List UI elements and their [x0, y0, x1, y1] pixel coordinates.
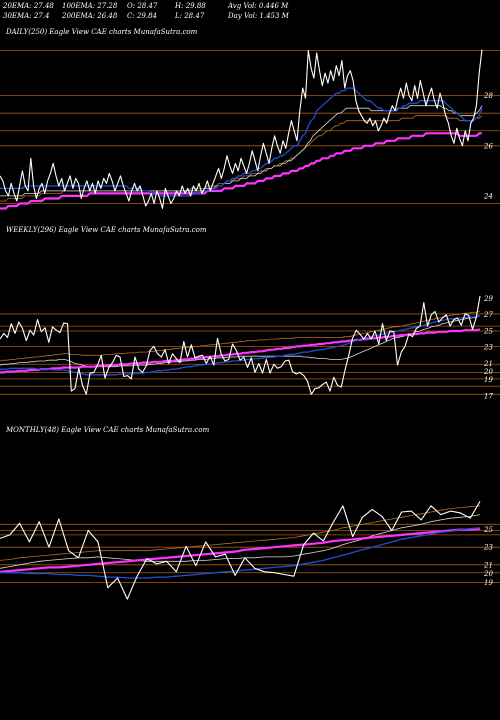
monthly-chart-panel: MONTHLY(48) Eagle View CAE charts Munafa… [0, 420, 500, 720]
weekly-ytick-label: 17 [484, 392, 493, 400]
stat-open: O: 28.47 [127, 2, 158, 10]
weekly-ytick-label: 19 [484, 376, 493, 384]
weekly-ema-magenta-line [0, 328, 481, 374]
daily-ytick-label: 26 [483, 142, 493, 150]
weekly-ytick-label: 20 [483, 368, 493, 376]
stat-day-vol: Day Vol: 1.453 M [228, 12, 289, 20]
daily-chart-title: DAILY(250) Eagle View CAE charts MunafaS… [6, 28, 198, 36]
stat-low: L: 28.47 [175, 12, 205, 20]
monthly-ytick-label: 19 [484, 579, 493, 587]
stat-20ema: 20EMA: 27.48 [3, 2, 54, 10]
monthly-ema-magenta-line [0, 527, 481, 573]
daily-chart-plot: 24 26 28 [0, 49, 500, 210]
monthly-price-line [0, 501, 481, 600]
daily-chart-panel: DAILY(250) Eagle View CAE charts MunafaS… [0, 24, 500, 220]
daily-ema-magenta-line [0, 132, 482, 210]
daily-ytick-label: 28 [483, 92, 493, 100]
stat-200ema: 200EMA: 26.48 [62, 12, 118, 20]
stat-high: H: 29.88 [175, 2, 206, 10]
weekly-ytick-label: 25 [483, 327, 493, 335]
daily-ytick-label: 24 [483, 192, 493, 200]
monthly-ema-white2-line [0, 514, 481, 569]
weekly-ytick-label: 21 [483, 360, 493, 368]
daily-ema-short-line [0, 87, 483, 197]
weekly-ema-white2-line [0, 315, 481, 368]
monthly-ytick-label: 21 [483, 561, 493, 569]
daily-ema-white2-line [0, 105, 483, 197]
monthly-ema-brown-line [0, 505, 481, 561]
monthly-ytick-label: 20 [483, 570, 493, 578]
stat-30ema: 30EMA: 27.4 [3, 12, 50, 20]
weekly-ytick-label: 29 [483, 295, 493, 303]
weekly-price-line [0, 296, 481, 395]
daily-price-line [0, 49, 483, 210]
weekly-ytick-label: 23 [483, 344, 493, 352]
stat-close: C: 29.84 [127, 12, 157, 20]
monthly-chart-title: MONTHLY(48) Eagle View CAE charts Munafa… [6, 426, 210, 434]
monthly-ytick-label: 25 [483, 526, 493, 534]
weekly-chart-panel: WEEKLY(296) Eagle View CAE charts Munafa… [0, 220, 500, 420]
monthly-ytick-label: 23 [483, 544, 493, 552]
weekly-ytick-label: 27 [483, 311, 493, 319]
weekly-chart-title: WEEKLY(296) Eagle View CAE charts Munafa… [6, 226, 207, 234]
weekly-ema-brown-line [0, 311, 481, 362]
stats-header: 20EMA: 27.48 100EMA: 27.28 O: 28.47 H: 2… [0, 0, 500, 24]
stat-100ema: 100EMA: 27.28 [62, 2, 118, 10]
stat-avg-vol: Avg Vol: 0.446 M [228, 2, 289, 10]
monthly-ema-short-line [0, 527, 481, 579]
